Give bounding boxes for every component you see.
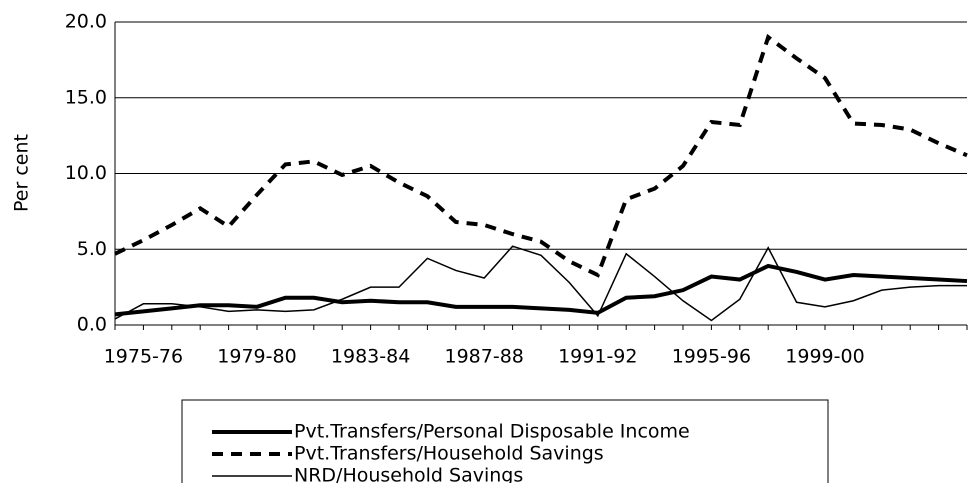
series-line: [114, 245, 967, 322]
series-line: [114, 33, 968, 278]
y-tick-label: 10.0: [65, 162, 107, 184]
x-tick-label: 1983-84: [331, 346, 410, 368]
x-tick-label: 1999-00: [785, 346, 864, 368]
y-tick-label: 20.0: [65, 11, 107, 33]
legend-label: Pvt.Transfers/Household Savings: [294, 443, 604, 465]
x-tick-label: 1995-96: [672, 346, 751, 368]
y-axis-label: Per cent: [11, 134, 33, 212]
x-tick-label: 1991-92: [558, 346, 637, 368]
series-line: [114, 263, 968, 317]
legend-label: Pvt.Transfers/Personal Disposable Income: [294, 421, 690, 443]
y-tick-label: 5.0: [77, 238, 107, 260]
x-tick-label: 1987-88: [445, 346, 524, 368]
x-tick-label: 1975-76: [104, 346, 183, 368]
legend-label: NRD/Household Savings: [294, 465, 523, 483]
legend-box: [181, 399, 829, 483]
y-tick-label: 0.0: [77, 314, 107, 336]
x-tick-label: 1979-80: [217, 346, 296, 368]
y-tick-label: 15.0: [65, 86, 107, 108]
